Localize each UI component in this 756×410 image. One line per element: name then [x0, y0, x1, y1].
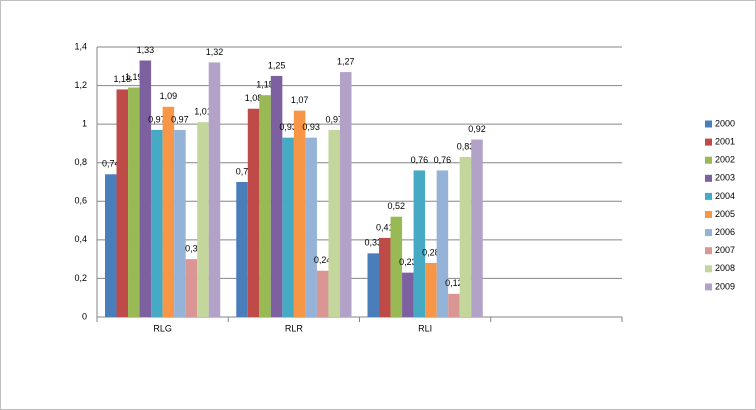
- bar: [367, 253, 380, 317]
- bar: [197, 122, 209, 317]
- bar: [282, 137, 294, 317]
- data-label: 0,92: [468, 124, 486, 134]
- data-label: 0,33: [364, 238, 382, 248]
- data-label: 0,24: [314, 255, 332, 265]
- legend-label: 2003: [715, 173, 735, 183]
- bar: [459, 156, 472, 317]
- data-label: 0,76: [434, 155, 452, 165]
- bar: [139, 60, 152, 317]
- bar: [471, 139, 483, 317]
- y-tick-label: 0: [82, 311, 87, 321]
- bar: [413, 170, 426, 317]
- bar: [328, 129, 340, 317]
- legend-swatch: [705, 247, 712, 255]
- data-label: 1,33: [137, 45, 155, 55]
- legend-swatch: [705, 174, 712, 182]
- data-label: 0,97: [148, 114, 166, 124]
- data-label: 0,52: [388, 201, 406, 211]
- legend-label: 2006: [715, 227, 735, 237]
- y-tick-label: 1: [82, 119, 87, 129]
- legend-label: 2001: [715, 136, 735, 146]
- x-tick-label: RLI: [418, 323, 432, 333]
- legend-swatch: [705, 211, 712, 218]
- legend-swatch: [705, 283, 712, 291]
- data-label: 0,7: [236, 166, 249, 176]
- data-label: 1,18: [114, 74, 132, 84]
- data-label: 1,32: [206, 47, 224, 57]
- data-label: 1,27: [337, 56, 355, 66]
- data-label: 0,23: [399, 257, 417, 267]
- legend-swatch: [705, 156, 712, 164]
- legend-label: 2009: [715, 281, 735, 291]
- legend-label: 2008: [715, 263, 735, 273]
- bar: [116, 89, 129, 317]
- x-tick-label: RLR: [285, 323, 304, 333]
- data-label: 1,01: [194, 107, 212, 117]
- legend-label: 2002: [715, 155, 735, 165]
- legend-swatch: [705, 229, 712, 237]
- bar: [128, 87, 140, 317]
- bar: [151, 129, 163, 317]
- y-tick-label: 1,2: [74, 80, 87, 90]
- y-tick-label: 0,4: [74, 234, 87, 244]
- data-label: 0,97: [171, 114, 189, 124]
- bar: [436, 170, 449, 317]
- legend-swatch: [705, 192, 712, 200]
- data-label: 1,07: [291, 95, 309, 105]
- y-tick-label: 0,6: [74, 196, 87, 206]
- data-label: 0,76: [411, 155, 429, 165]
- data-label: 0,93: [302, 122, 320, 132]
- data-label: 0,12: [445, 278, 463, 288]
- data-label: 0,74: [102, 159, 120, 169]
- data-label: 1,09: [160, 91, 178, 101]
- bar: [305, 137, 317, 317]
- bar: [390, 216, 403, 317]
- data-label: 1,19: [125, 72, 143, 82]
- bar: [105, 174, 117, 317]
- data-label: 1,15: [256, 80, 274, 90]
- legend-label: 2000: [715, 118, 735, 128]
- data-label: 1,08: [245, 93, 263, 103]
- bar: [402, 272, 414, 317]
- bar: [185, 259, 198, 317]
- legend-swatch: [705, 120, 712, 128]
- bar: [293, 110, 306, 318]
- y-tick-label: 0,2: [74, 273, 87, 283]
- data-label: 0,41: [376, 222, 394, 232]
- bar: [270, 75, 283, 317]
- bar: [162, 106, 175, 318]
- legend-swatch: [705, 138, 712, 146]
- data-label: 1,25: [268, 60, 286, 70]
- bar: [316, 270, 329, 317]
- x-tick-label: RLG: [153, 323, 172, 333]
- bar: [174, 129, 186, 317]
- bar: [247, 108, 260, 317]
- bar: [425, 263, 437, 317]
- bar: [339, 72, 352, 317]
- bar: [208, 62, 221, 317]
- data-label: 0,93: [279, 122, 297, 132]
- bar: [379, 237, 391, 317]
- legend-label: 2005: [715, 209, 735, 219]
- legend-label: 2007: [715, 245, 735, 255]
- y-tick-label: 1,4: [74, 41, 87, 51]
- data-label: 0,83: [457, 141, 475, 151]
- legend-label: 2004: [715, 191, 735, 201]
- y-tick-label: 0,8: [74, 157, 87, 167]
- legend-swatch: [705, 265, 712, 273]
- data-label: 0,97: [325, 114, 343, 124]
- bar: [236, 182, 248, 317]
- bar: [448, 293, 460, 317]
- data-label: 0,28: [422, 247, 440, 257]
- bar: [259, 95, 271, 317]
- data-label: 0,3: [185, 244, 198, 254]
